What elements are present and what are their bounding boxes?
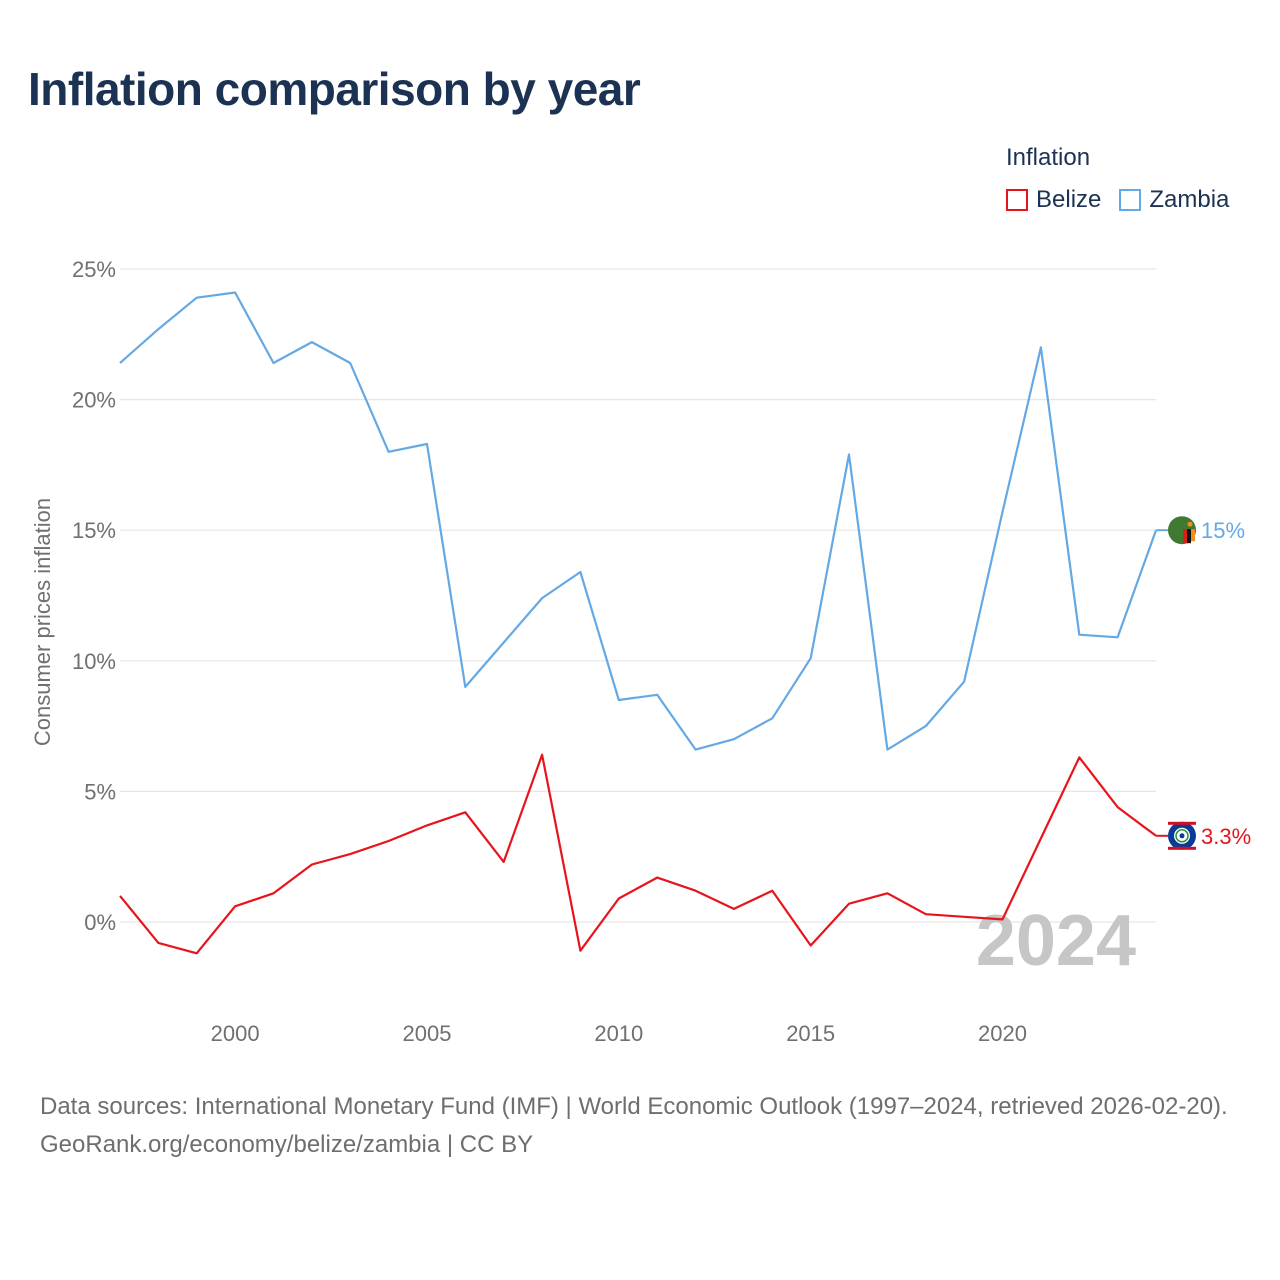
- series-line-zambia[interactable]: [119, 291, 1158, 751]
- x-tick-label: 2010: [594, 1021, 643, 1046]
- legend-label-belize: Belize: [1036, 186, 1102, 213]
- flag-shield: [1179, 833, 1185, 839]
- legend-title: Inflation: [1006, 144, 1091, 171]
- flag-stripe: [1183, 529, 1187, 544]
- legend-swatch-zambia: [1119, 189, 1142, 211]
- y-tick-label: 25%: [72, 257, 116, 282]
- chart-title: Inflation comparison by year: [28, 63, 641, 115]
- x-tick-label: 2005: [402, 1021, 451, 1046]
- data-source: Data sources: International Monetary Fun…: [40, 1093, 1228, 1120]
- y-tick-label: 10%: [72, 649, 116, 674]
- x-tick-label: 2000: [211, 1021, 260, 1046]
- legend-swatch-belize: [1006, 189, 1028, 211]
- year-watermark: 2024: [976, 901, 1136, 981]
- flag-stripe: [1191, 529, 1195, 542]
- end-value-label-belize: 3.3%: [1201, 824, 1251, 849]
- y-tick-label: 5%: [84, 779, 116, 804]
- x-axis-ticks: 2000 2005 2010 2015 2020: [211, 1021, 1027, 1046]
- legend-item-belize[interactable]: Belize: [1006, 186, 1101, 214]
- x-tick-label: 2020: [978, 1021, 1027, 1046]
- zambia-flag-icon: [1168, 516, 1196, 545]
- flag-stripe: [1187, 529, 1191, 544]
- end-value-label-zambia: 15%: [1201, 518, 1245, 543]
- series-end-markers: 15% 3.3%: [1156, 516, 1251, 850]
- y-axis-label: Consumer prices inflation: [30, 498, 55, 746]
- legend: Belize Zambia: [1006, 186, 1247, 214]
- x-tick-label: 2015: [786, 1021, 835, 1046]
- y-tick-label: 15%: [72, 518, 116, 543]
- footer: Data sources: International Monetary Fun…: [40, 1088, 1250, 1164]
- y-tick-label: 0%: [84, 910, 116, 935]
- flag-stripe: [1168, 821, 1196, 825]
- legend-item-zambia[interactable]: Zambia: [1119, 186, 1229, 214]
- series-lines: [119, 291, 1158, 955]
- series-line-belize[interactable]: [119, 753, 1157, 955]
- flag-wreath: [1175, 829, 1189, 843]
- y-axis-ticks: 0% 5% 10% 15% 20% 25%: [72, 257, 116, 935]
- y-tick-label: 20%: [72, 388, 116, 413]
- gridlines: [120, 268, 1156, 923]
- legend-label-zambia: Zambia: [1149, 186, 1230, 213]
- flag-stripe: [1168, 846, 1196, 850]
- credit[interactable]: GeoRank.org/economy/belize/zambia | CC B…: [40, 1131, 534, 1158]
- belize-flag-icon: [1168, 821, 1196, 850]
- flag-eagle: [1187, 521, 1193, 527]
